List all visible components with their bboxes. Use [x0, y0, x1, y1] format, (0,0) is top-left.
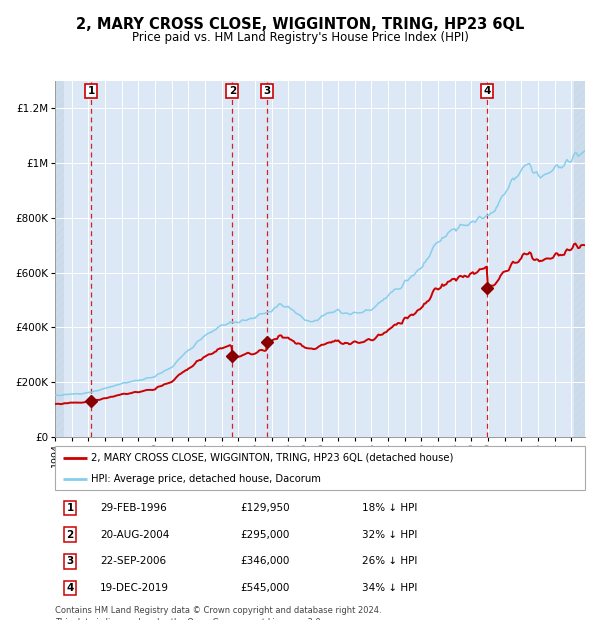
Bar [55, 81, 64, 437]
Text: 34% ↓ HPI: 34% ↓ HPI [362, 583, 418, 593]
Text: 20-AUG-2004: 20-AUG-2004 [100, 529, 170, 540]
Text: 1: 1 [88, 86, 95, 96]
Text: £129,950: £129,950 [241, 503, 290, 513]
Text: £295,000: £295,000 [241, 529, 290, 540]
Text: 1: 1 [67, 503, 74, 513]
Bar [574, 81, 585, 437]
Text: 26% ↓ HPI: 26% ↓ HPI [362, 556, 418, 567]
Text: Price paid vs. HM Land Registry's House Price Index (HPI): Price paid vs. HM Land Registry's House … [131, 31, 469, 44]
Text: 3: 3 [263, 86, 271, 96]
Text: 2, MARY CROSS CLOSE, WIGGINTON, TRING, HP23 6QL: 2, MARY CROSS CLOSE, WIGGINTON, TRING, H… [76, 17, 524, 32]
Text: 4: 4 [67, 583, 74, 593]
Text: £346,000: £346,000 [241, 556, 290, 567]
Text: 4: 4 [484, 86, 491, 96]
Text: 2: 2 [67, 529, 74, 540]
Text: HPI: Average price, detached house, Dacorum: HPI: Average price, detached house, Daco… [91, 474, 321, 484]
Text: 18% ↓ HPI: 18% ↓ HPI [362, 503, 418, 513]
Text: 2: 2 [229, 86, 236, 96]
Text: 2, MARY CROSS CLOSE, WIGGINTON, TRING, HP23 6QL (detached house): 2, MARY CROSS CLOSE, WIGGINTON, TRING, H… [91, 453, 454, 463]
Text: 19-DEC-2019: 19-DEC-2019 [100, 583, 169, 593]
Text: 29-FEB-1996: 29-FEB-1996 [100, 503, 167, 513]
Text: 22-SEP-2006: 22-SEP-2006 [100, 556, 166, 567]
Text: 32% ↓ HPI: 32% ↓ HPI [362, 529, 418, 540]
Text: £545,000: £545,000 [241, 583, 290, 593]
Text: Contains HM Land Registry data © Crown copyright and database right 2024.: Contains HM Land Registry data © Crown c… [55, 606, 382, 616]
Text: 3: 3 [67, 556, 74, 567]
Text: This data is licensed under the Open Government Licence v3.0.: This data is licensed under the Open Gov… [55, 618, 323, 620]
